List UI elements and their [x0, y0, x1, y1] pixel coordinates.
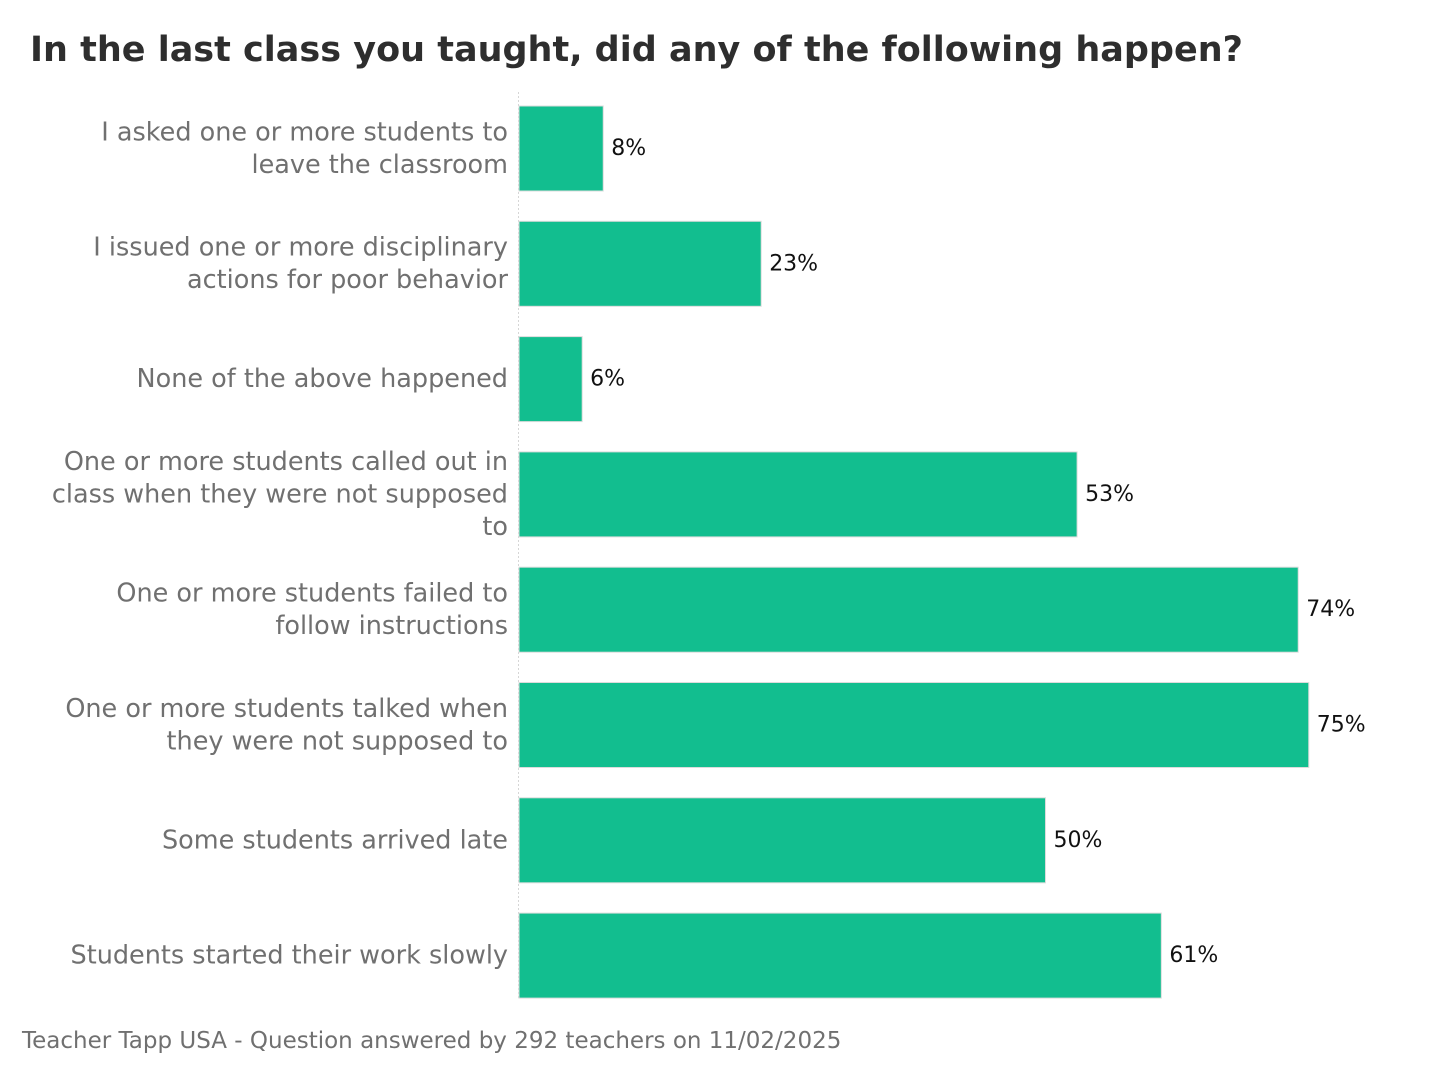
category-label-1-line-0: I issued one or more disciplinary — [93, 233, 508, 263]
value-label-3: 53% — [1085, 482, 1134, 507]
bar-7 — [518, 912, 1162, 999]
bar-4 — [518, 566, 1299, 653]
category-label-6-line-0: Some students arrived late — [162, 825, 508, 855]
value-label-2: 6% — [590, 367, 625, 392]
bar-0 — [518, 105, 604, 192]
category-label-5-line-1: they were not supposed to — [167, 726, 508, 756]
category-label-3-line-2: to — [482, 512, 508, 542]
value-label-5: 75% — [1317, 713, 1366, 738]
source-footnote: Teacher Tapp USA - Question answered by … — [22, 1028, 842, 1054]
bar-5 — [518, 682, 1310, 768]
bar-2 — [518, 336, 583, 423]
category-label-4-line-1: follow instructions — [275, 611, 508, 641]
value-label-1: 23% — [769, 251, 818, 276]
category-label-7-line-0: Students started their work slowly — [71, 941, 508, 971]
bar-1 — [518, 220, 762, 307]
category-label-4-line-0: One or more students failed to — [116, 578, 508, 608]
category-label-0-line-0: I asked one or more students to — [101, 117, 508, 147]
category-label-0-line-1: leave the classroom — [251, 150, 508, 180]
bar-3 — [518, 451, 1078, 538]
category-label-5-line-0: One or more students talked when — [65, 694, 508, 724]
value-label-6: 50% — [1054, 828, 1103, 853]
category-label-2-line-0: None of the above happened — [137, 364, 508, 394]
category-label-3-line-1: class when they were not supposed — [52, 479, 508, 509]
chart-title: In the last class you taught, did any of… — [30, 30, 1243, 70]
category-label-3-line-0: One or more students called out in — [64, 447, 508, 477]
bar-6 — [518, 797, 1046, 884]
value-label-4: 74% — [1306, 597, 1355, 622]
value-label-0: 8% — [611, 136, 646, 161]
category-label-1-line-1: actions for poor behavior — [187, 265, 508, 295]
value-label-7: 61% — [1169, 943, 1218, 968]
